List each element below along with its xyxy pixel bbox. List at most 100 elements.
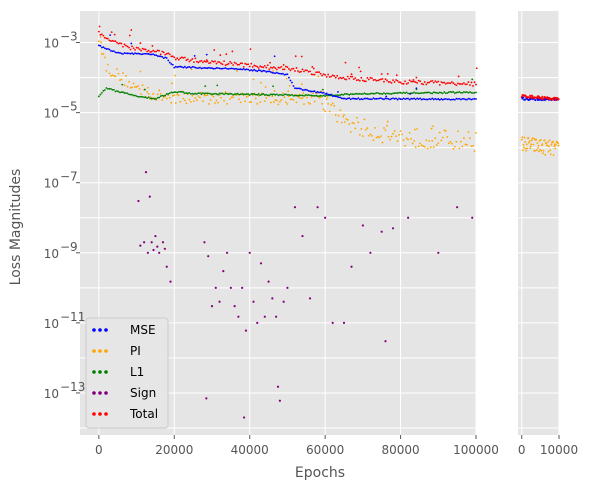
data-point [122,45,124,48]
data-point [337,77,340,80]
data-point [171,91,174,94]
data-point [453,92,456,95]
data-point [342,93,345,96]
data-point [472,144,474,147]
data-point [235,93,238,95]
data-point [244,93,247,96]
data-point [366,77,369,79]
data-point [547,150,550,153]
data-point [384,129,387,132]
data-point [202,61,204,64]
data-point [132,82,135,85]
data-point [404,80,406,83]
data-point [423,98,426,101]
data-point [554,144,557,147]
data-point [282,68,284,71]
data-point [354,77,357,79]
data-point [357,97,360,100]
data-point [467,97,470,100]
data-point [271,93,274,96]
data-point [298,94,301,97]
data-point [336,74,339,77]
data-point [321,102,324,105]
data-point [135,86,138,88]
data-point [416,97,419,100]
data-point [294,70,296,72]
data-point [129,86,132,89]
data-point [435,81,438,84]
data-point [111,88,114,91]
data-point [315,71,317,74]
data-point [134,94,136,97]
data-point [257,69,260,72]
data-point [131,52,133,55]
data-point [429,98,432,101]
data-point [168,61,171,64]
data-point [109,34,112,36]
data-point [384,97,387,100]
data-point [529,147,532,150]
data-point [457,82,459,85]
data-point [426,147,429,150]
data-point [457,75,460,78]
data-point [374,92,376,95]
data-point [165,57,168,59]
data-point [389,138,391,141]
data-point [203,67,206,69]
data-point [377,92,379,94]
data-point [344,61,347,64]
data-point [238,98,241,101]
data-point [146,90,149,93]
data-point [248,251,251,254]
data-point [530,97,533,99]
data-point [182,97,185,100]
data-point [199,60,201,63]
data-point [259,262,263,265]
data-point [452,91,455,93]
data-point [233,68,236,70]
data-point [235,62,238,65]
data-point [275,93,278,96]
data-point [120,42,123,45]
data-point [422,98,425,100]
data-point [304,69,307,72]
data-point [538,150,540,153]
data-point [521,136,524,139]
data-point [292,85,295,87]
data-point [407,97,410,100]
data-point [232,96,235,99]
data-point [425,91,428,94]
data-point [346,97,349,100]
data-point [316,90,319,93]
data-point [161,94,164,97]
data-point [360,98,363,100]
data-point [152,248,155,252]
data-point [333,75,336,77]
data-point [380,230,383,233]
data-point [250,69,253,71]
data-point [447,98,450,101]
data-point [426,81,429,84]
data-point [286,94,289,96]
data-point [116,68,118,70]
data-point [214,67,216,70]
data-point [355,116,358,119]
data-point [385,95,388,98]
data-point [275,99,278,102]
data-point [103,56,106,59]
data-point [434,137,437,140]
data-point [226,92,228,95]
data-point [107,47,109,50]
data-point [123,84,126,86]
data-point [381,98,384,100]
data-point [300,97,302,100]
data-point [535,149,538,151]
data-point [389,98,391,101]
data-point [399,130,402,133]
data-point [256,70,259,73]
data-point [152,53,155,55]
data-point [351,121,354,124]
data-point [283,96,286,99]
data-point [161,241,165,244]
data-point [470,81,473,84]
